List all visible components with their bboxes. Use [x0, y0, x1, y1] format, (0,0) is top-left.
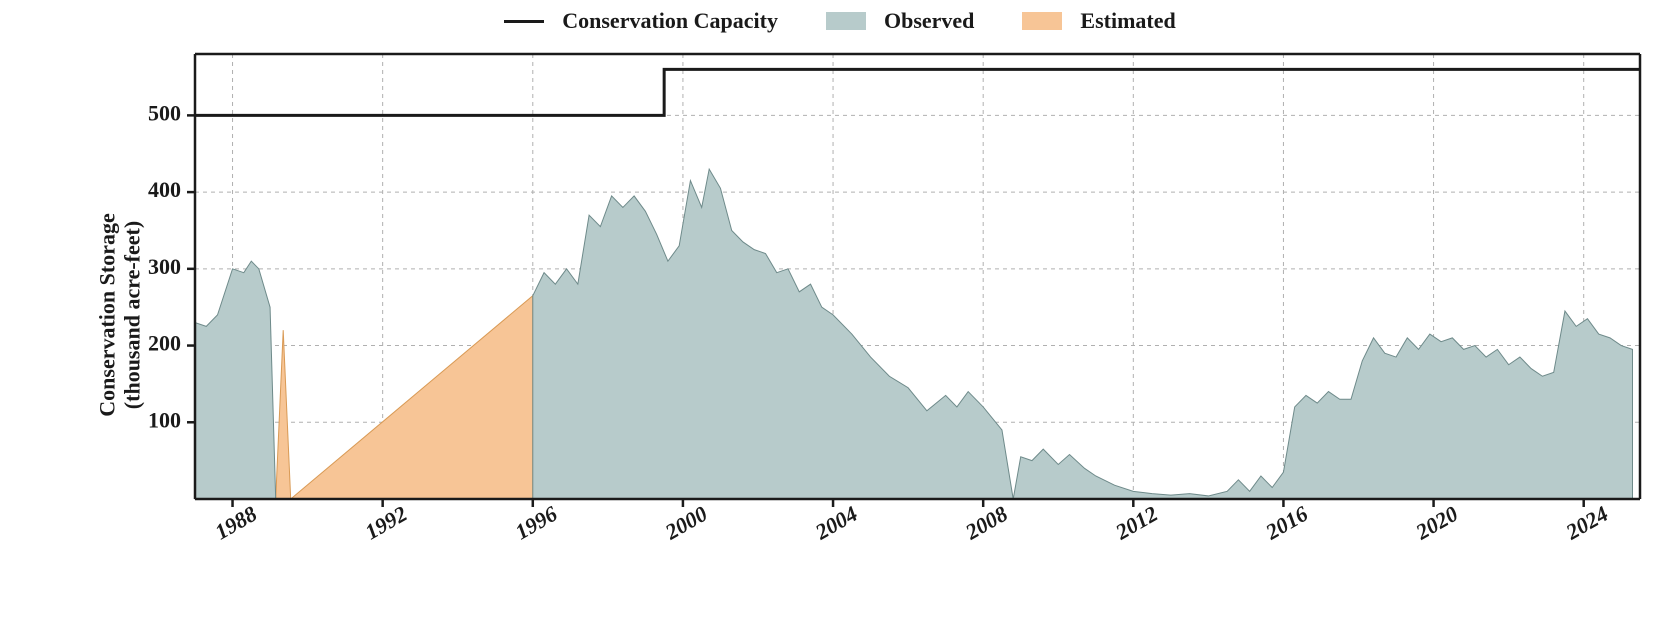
svg-text:2024: 2024 [1561, 501, 1612, 545]
legend-label: Estimated [1080, 8, 1175, 34]
svg-text:100: 100 [148, 407, 181, 432]
svg-text:1996: 1996 [511, 501, 562, 545]
legend-item-estimated: Estimated [1022, 8, 1175, 34]
svg-text:2004: 2004 [810, 501, 861, 545]
capacity-line [195, 69, 1640, 115]
svg-text:200: 200 [148, 331, 181, 356]
legend: Conservation Capacity Observed Estimated [0, 8, 1680, 34]
legend-label: Observed [884, 8, 974, 34]
svg-text:1992: 1992 [361, 501, 412, 545]
storage-chart: Conservation Capacity Observed Estimated… [0, 0, 1680, 630]
legend-line-swatch [504, 20, 544, 23]
svg-text:1988: 1988 [210, 501, 261, 545]
area-estimated [276, 296, 533, 499]
plot-area: 100200300400500 198819921996200020042008… [195, 54, 1640, 589]
svg-text:300: 300 [148, 254, 181, 279]
x-ticks: 1988 1992 1996 2000 2004 2008 2012 2016 2020 2024 [210, 499, 1612, 545]
legend-swatch-observed [826, 12, 866, 30]
svg-text:2012: 2012 [1110, 501, 1161, 545]
legend-item-observed: Observed [826, 8, 974, 34]
svg-text:2000: 2000 [660, 501, 711, 545]
legend-item-capacity: Conservation Capacity [504, 8, 778, 34]
svg-text:2008: 2008 [960, 501, 1011, 545]
y-ticks: 100 200 300 400 500 [148, 100, 195, 432]
legend-swatch-estimated [1022, 12, 1062, 30]
svg-text:500: 500 [148, 100, 181, 125]
svg-text:2016: 2016 [1261, 501, 1312, 545]
y-axis-label: Conservation Storage (thousand acre-feet… [94, 213, 145, 416]
legend-label: Conservation Capacity [562, 8, 778, 34]
svg-text:2020: 2020 [1411, 501, 1462, 545]
svg-text:400: 400 [148, 177, 181, 202]
